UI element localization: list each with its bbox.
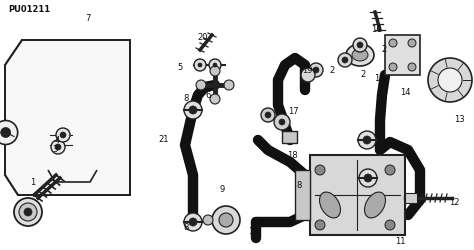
Circle shape [358, 131, 376, 149]
Circle shape [60, 132, 66, 138]
Circle shape [385, 220, 395, 230]
Circle shape [357, 42, 363, 48]
Circle shape [408, 39, 416, 47]
Text: 10: 10 [248, 227, 259, 236]
Text: 20: 20 [198, 32, 208, 42]
Circle shape [301, 68, 315, 82]
Circle shape [0, 120, 18, 144]
Circle shape [313, 67, 319, 73]
Circle shape [210, 94, 220, 104]
Text: 8: 8 [183, 223, 189, 232]
Text: 15: 15 [374, 74, 384, 83]
Circle shape [184, 213, 202, 231]
Text: 21: 21 [158, 136, 169, 144]
Ellipse shape [365, 192, 385, 218]
Polygon shape [385, 35, 420, 75]
Circle shape [194, 59, 206, 71]
Text: 9: 9 [219, 186, 225, 194]
Text: 8: 8 [183, 94, 189, 103]
Circle shape [315, 165, 325, 175]
Circle shape [315, 220, 325, 230]
Circle shape [189, 218, 197, 226]
Circle shape [189, 106, 197, 114]
Circle shape [363, 136, 371, 144]
Text: 12: 12 [449, 198, 459, 207]
Circle shape [19, 203, 37, 221]
Circle shape [224, 80, 234, 90]
Circle shape [265, 112, 271, 118]
Ellipse shape [346, 44, 374, 66]
Text: 14: 14 [400, 88, 410, 97]
Ellipse shape [352, 49, 368, 61]
Circle shape [209, 59, 221, 71]
Circle shape [389, 39, 397, 47]
Circle shape [51, 140, 65, 154]
Text: 3: 3 [52, 146, 57, 154]
Bar [405, 193, 417, 203]
Circle shape [196, 80, 206, 90]
Circle shape [353, 38, 367, 52]
Text: 16: 16 [372, 26, 382, 35]
Circle shape [55, 144, 61, 150]
Circle shape [56, 128, 70, 142]
Circle shape [213, 63, 217, 67]
Text: 2: 2 [360, 70, 365, 79]
Circle shape [24, 208, 32, 216]
Text: 13: 13 [455, 116, 465, 124]
Text: 2: 2 [329, 66, 335, 75]
Ellipse shape [319, 192, 340, 218]
Circle shape [198, 63, 202, 67]
Circle shape [184, 101, 202, 119]
Text: 5: 5 [177, 62, 183, 72]
Text: 7: 7 [85, 14, 91, 23]
Circle shape [309, 63, 323, 77]
Polygon shape [5, 40, 130, 195]
Circle shape [212, 206, 240, 234]
Bar [310, 155, 405, 235]
Circle shape [408, 63, 416, 71]
Text: 2: 2 [381, 45, 387, 54]
Text: 11: 11 [395, 237, 406, 246]
Text: 19: 19 [302, 66, 312, 75]
Circle shape [342, 57, 348, 63]
Circle shape [364, 174, 372, 182]
Text: 17: 17 [289, 107, 299, 116]
Circle shape [279, 119, 285, 125]
Bar [282, 131, 297, 143]
Circle shape [210, 66, 220, 76]
Circle shape [389, 63, 397, 71]
Circle shape [219, 213, 233, 227]
Circle shape [203, 215, 213, 225]
Circle shape [385, 165, 395, 175]
Text: 6: 6 [206, 90, 211, 100]
Text: PU01211: PU01211 [8, 6, 50, 15]
Circle shape [338, 53, 352, 67]
Circle shape [359, 169, 377, 187]
Bar [295, 170, 310, 220]
Circle shape [14, 198, 42, 226]
Circle shape [274, 114, 290, 130]
Text: 1: 1 [29, 178, 35, 187]
Circle shape [438, 68, 462, 92]
Text: 8: 8 [296, 180, 301, 190]
Text: 8: 8 [376, 130, 382, 140]
Circle shape [261, 108, 275, 122]
Text: 18: 18 [287, 150, 298, 160]
Circle shape [428, 58, 472, 102]
Text: 4: 4 [54, 136, 60, 145]
Circle shape [0, 128, 11, 138]
